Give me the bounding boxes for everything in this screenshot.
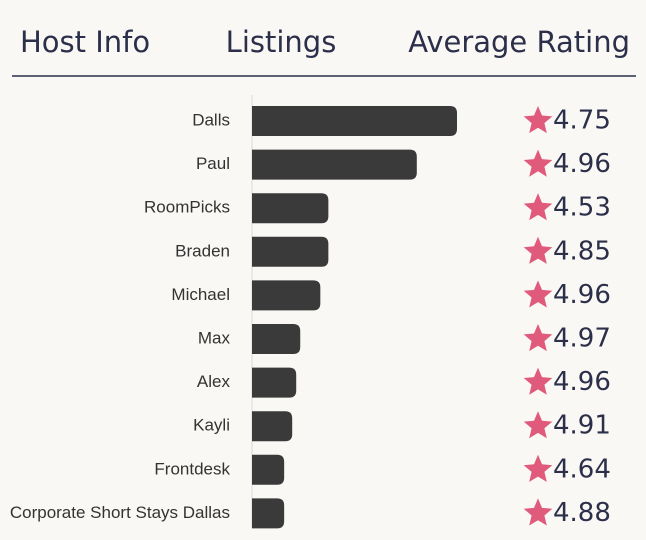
rating-value: 4.64 (553, 454, 611, 484)
rating-star (523, 280, 553, 308)
rating-star (523, 149, 553, 177)
listing-bar (252, 324, 301, 354)
rating-value: 4.88 (553, 498, 611, 528)
listing-bar (252, 280, 321, 311)
listing-bar (252, 454, 285, 485)
host-name: Braden (175, 241, 230, 260)
host-name: Paul (196, 154, 230, 173)
listing-bar (252, 106, 457, 136)
rating-star (523, 498, 553, 526)
host-name: Michael (171, 285, 230, 304)
rating-value: 4.97 (553, 324, 611, 354)
host-names: Dalls Paul RoomPicks Braden Michael Max Alex Ka… (10, 110, 231, 521)
listing-bar (252, 149, 417, 180)
rating-value: 4.96 (553, 367, 611, 397)
rating-star (523, 236, 553, 264)
host-name: Dalls (192, 110, 230, 129)
listing-bar (252, 193, 329, 224)
host-name: Max (198, 328, 231, 347)
rating-value: 4.53 (553, 193, 611, 223)
rating-star (523, 411, 553, 439)
rating-value: 4.96 (553, 280, 611, 310)
rating-value: 4.91 (553, 411, 611, 441)
host-name: Frontdesk (154, 459, 230, 478)
host-name: Corporate Short Stays Dallas (10, 503, 230, 522)
rating-value: 4.96 (553, 149, 611, 179)
host-name: RoomPicks (144, 198, 230, 217)
listing-bar (252, 411, 293, 442)
rating-star (523, 454, 553, 482)
rating-star (523, 324, 553, 352)
header-rating: Average Rating (408, 25, 630, 59)
rating-star (523, 367, 553, 395)
host-name: Kayli (193, 416, 230, 435)
host-name: Alex (197, 372, 231, 391)
rating-star (523, 106, 553, 134)
rating-star (523, 193, 553, 221)
rating-value: 4.75 (553, 106, 611, 136)
listing-bar (252, 498, 285, 529)
header-listings: Listings (226, 25, 337, 59)
rating-value: 4.85 (553, 236, 611, 266)
listing-bar (252, 367, 297, 398)
listing-bar (252, 236, 329, 267)
header-host: Host Info (20, 25, 150, 59)
